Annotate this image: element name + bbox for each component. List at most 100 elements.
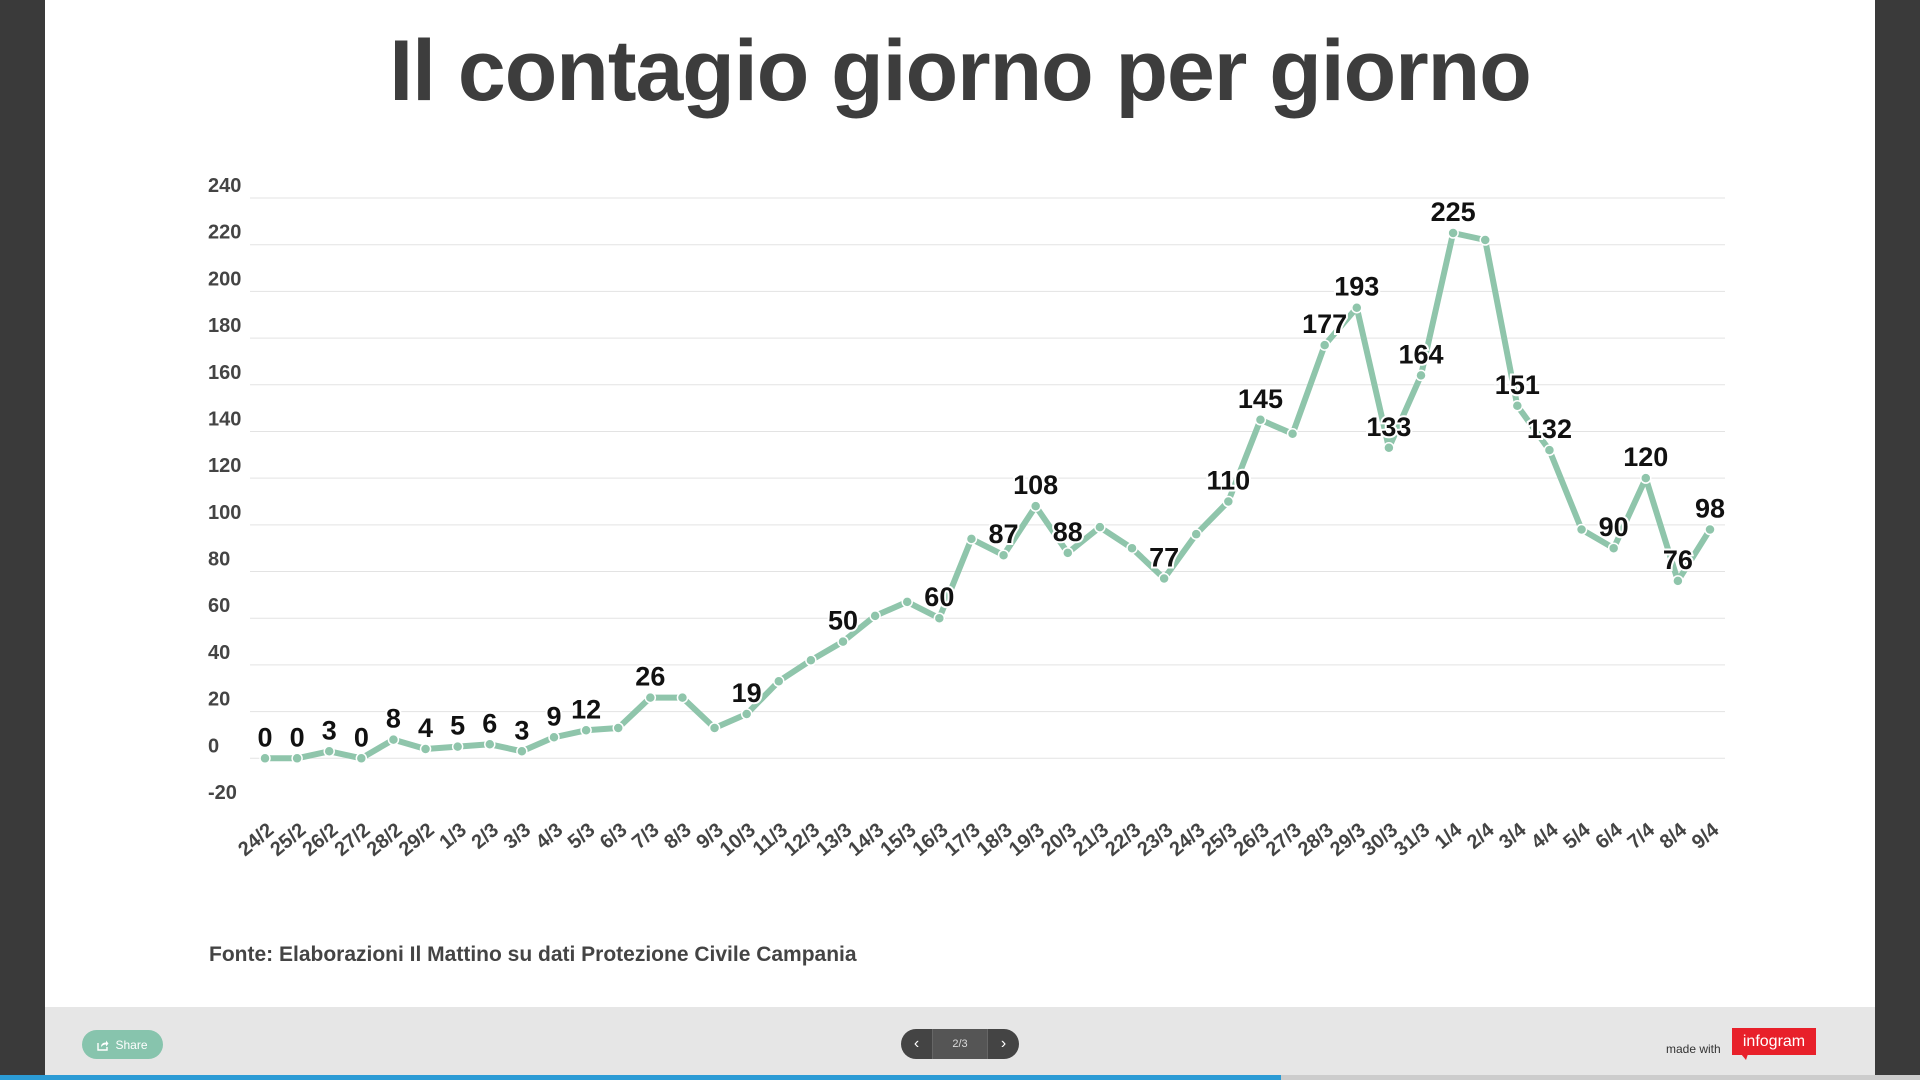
x-tick-label: 3/3 bbox=[500, 819, 535, 854]
data-point bbox=[323, 745, 335, 758]
data-label: 3 bbox=[514, 715, 529, 745]
data-label: 164 bbox=[1398, 339, 1443, 369]
x-tick-label: 7/3 bbox=[628, 819, 663, 854]
y-tick-label: -20 bbox=[208, 782, 237, 804]
data-label: 12 bbox=[571, 694, 601, 724]
share-button[interactable]: Share bbox=[82, 1030, 163, 1059]
data-label: 9 bbox=[546, 701, 561, 731]
data-point bbox=[644, 691, 657, 704]
data-label: 120 bbox=[1623, 442, 1668, 472]
data-point bbox=[1126, 542, 1138, 554]
data-point bbox=[805, 654, 817, 667]
data-point bbox=[291, 752, 303, 765]
infogram-logo: infogram bbox=[1742, 1032, 1806, 1050]
page-indicator: 2/3 bbox=[932, 1029, 988, 1059]
data-point bbox=[1479, 234, 1491, 246]
data-label: 60 bbox=[924, 582, 954, 612]
line-chart: -2002040608010012014016018020022024024/2… bbox=[208, 175, 1727, 861]
data-point bbox=[1062, 547, 1074, 559]
data-point bbox=[1640, 472, 1652, 484]
data-point bbox=[1286, 428, 1299, 440]
data-point bbox=[1543, 444, 1556, 456]
share-label: Share bbox=[115, 1037, 148, 1052]
series-line bbox=[262, 230, 1713, 762]
data-label: 3 bbox=[322, 715, 337, 745]
data-point bbox=[1190, 528, 1202, 540]
data-label: 90 bbox=[1599, 512, 1629, 542]
x-tick-label: 6/3 bbox=[596, 819, 631, 854]
data-point bbox=[901, 596, 913, 608]
y-tick-label: 0 bbox=[208, 735, 219, 757]
data-point bbox=[933, 612, 946, 624]
x-tick-label: 31/3 bbox=[1390, 819, 1434, 861]
data-point bbox=[1318, 339, 1331, 351]
x-tick-label: 1/3 bbox=[435, 819, 470, 854]
progress-fill bbox=[0, 1075, 1281, 1080]
data-point bbox=[1415, 369, 1427, 382]
x-tick-label: 3/4 bbox=[1495, 818, 1531, 853]
data-point bbox=[355, 752, 368, 765]
progress-bar bbox=[0, 1075, 1920, 1080]
data-label: 145 bbox=[1238, 384, 1283, 414]
y-tick-label: 80 bbox=[208, 549, 230, 571]
data-point bbox=[1351, 301, 1363, 314]
y-tick-label: 60 bbox=[208, 595, 230, 617]
data-point bbox=[1383, 442, 1395, 454]
y-tick-label: 100 bbox=[208, 502, 241, 524]
data-point bbox=[676, 691, 689, 704]
data-label: 110 bbox=[1207, 466, 1251, 496]
x-tick-label: 8/3 bbox=[660, 819, 695, 854]
data-label: 76 bbox=[1663, 545, 1693, 575]
data-label: 77 bbox=[1149, 543, 1179, 573]
next-slide-button[interactable]: › bbox=[988, 1029, 1019, 1059]
y-tick-label: 140 bbox=[208, 408, 241, 430]
x-tick-label: 5/4 bbox=[1559, 818, 1595, 853]
data-label: 225 bbox=[1431, 197, 1476, 227]
data-label: 26 bbox=[635, 662, 665, 692]
data-point bbox=[773, 675, 785, 688]
y-tick-label: 200 bbox=[208, 268, 241, 290]
data-point bbox=[1029, 500, 1042, 512]
share-icon bbox=[97, 1040, 109, 1051]
x-tick-label: 4/4 bbox=[1527, 818, 1563, 853]
slide: Il contagio giorno per giorno -20 0 20 40 60… bbox=[45, 0, 1875, 1080]
prev-slide-button[interactable]: ‹ bbox=[901, 1029, 932, 1059]
data-label: 0 bbox=[257, 722, 272, 752]
y-tick-label: 180 bbox=[208, 315, 241, 337]
data-point bbox=[1672, 575, 1684, 587]
data-point bbox=[1094, 521, 1106, 533]
data-point bbox=[1704, 523, 1716, 536]
y-tick-label: 160 bbox=[208, 362, 241, 384]
source-note: Fonte: Elaborazioni Il Mattino su dati P… bbox=[209, 943, 857, 966]
data-label: 177 bbox=[1302, 309, 1347, 339]
data-label: 4 bbox=[418, 713, 433, 743]
data-point bbox=[1158, 572, 1170, 585]
infogram-logo-link[interactable]: infogram bbox=[1732, 1028, 1816, 1060]
data-point bbox=[1447, 227, 1459, 239]
x-tick-label: 8/4 bbox=[1656, 818, 1692, 853]
slide-pager: ‹ 2/3 › bbox=[901, 1029, 1019, 1059]
data-point bbox=[451, 740, 464, 753]
data-label: 19 bbox=[732, 678, 762, 708]
y-tick-label: 240 bbox=[208, 175, 241, 197]
data-label: 87 bbox=[989, 519, 1019, 549]
x-tick-label: 1/4 bbox=[1431, 818, 1467, 853]
chevron-right-icon: › bbox=[1000, 1035, 1007, 1052]
y-tick-label: 20 bbox=[208, 689, 230, 711]
data-label: 193 bbox=[1334, 272, 1379, 302]
x-tick-label: 5/3 bbox=[564, 819, 599, 854]
data-point bbox=[1575, 523, 1588, 536]
data-point bbox=[259, 752, 271, 765]
data-point bbox=[612, 722, 624, 734]
data-point bbox=[869, 610, 881, 622]
x-tick-label: 4/3 bbox=[532, 819, 567, 854]
data-label: 50 bbox=[828, 606, 858, 636]
data-label: 0 bbox=[354, 722, 369, 752]
made-with-label: made with bbox=[1666, 1042, 1721, 1056]
data-point bbox=[997, 549, 1010, 561]
data-point bbox=[1511, 400, 1524, 412]
data-point bbox=[1254, 414, 1267, 426]
data-label: 0 bbox=[290, 722, 305, 752]
data-point bbox=[580, 724, 592, 737]
x-tick-label: 6/4 bbox=[1591, 818, 1627, 853]
